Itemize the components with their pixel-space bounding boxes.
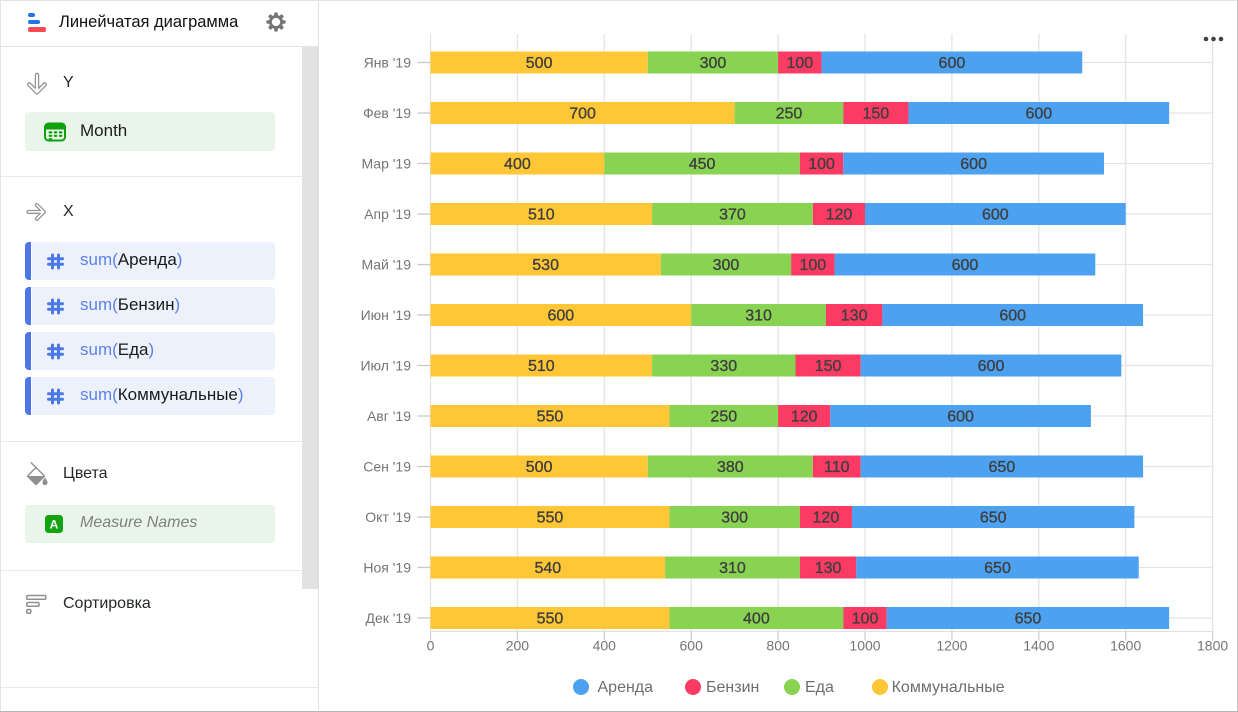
- svg-text:500: 500: [526, 459, 553, 476]
- svg-text:400: 400: [504, 156, 531, 173]
- svg-text:Апр '19: Апр '19: [364, 206, 411, 222]
- svg-text:1200: 1200: [936, 638, 967, 654]
- svg-text:Окт '19: Окт '19: [365, 509, 411, 525]
- svg-text:550: 550: [537, 611, 564, 628]
- svg-text:540: 540: [534, 560, 561, 577]
- svg-text:650: 650: [984, 560, 1011, 577]
- svg-text:600: 600: [999, 308, 1026, 325]
- svg-text:650: 650: [989, 459, 1016, 476]
- svg-text:310: 310: [719, 560, 746, 577]
- svg-text:130: 130: [841, 308, 868, 325]
- svg-text:Мар '19: Мар '19: [361, 156, 411, 172]
- svg-text:300: 300: [713, 257, 740, 274]
- svg-text:Дек '19: Дек '19: [365, 610, 411, 626]
- svg-text:250: 250: [710, 409, 737, 426]
- svg-text:120: 120: [813, 510, 840, 527]
- svg-text:Июн '19: Июн '19: [361, 307, 412, 323]
- svg-text:1000: 1000: [849, 638, 880, 654]
- svg-text:400: 400: [593, 638, 617, 654]
- svg-text:600: 600: [982, 207, 1009, 224]
- svg-text:450: 450: [689, 156, 716, 173]
- svg-text:310: 310: [745, 308, 772, 325]
- svg-text:130: 130: [815, 560, 842, 577]
- svg-text:1800: 1800: [1197, 638, 1228, 654]
- svg-text:600: 600: [547, 308, 574, 325]
- svg-text:Июл '19: Июл '19: [360, 358, 411, 374]
- svg-text:300: 300: [721, 510, 748, 527]
- svg-text:600: 600: [947, 409, 974, 426]
- svg-text:600: 600: [680, 638, 704, 654]
- svg-text:330: 330: [710, 358, 737, 375]
- svg-text:100: 100: [852, 611, 879, 628]
- svg-text:530: 530: [532, 257, 559, 274]
- svg-text:370: 370: [719, 207, 746, 224]
- svg-text:300: 300: [700, 55, 727, 72]
- svg-text:600: 600: [952, 257, 979, 274]
- svg-text:250: 250: [776, 106, 803, 123]
- svg-text:200: 200: [506, 638, 530, 654]
- svg-text:120: 120: [791, 409, 818, 426]
- svg-text:0: 0: [427, 638, 435, 654]
- svg-text:800: 800: [766, 638, 790, 654]
- svg-text:650: 650: [1015, 611, 1042, 628]
- svg-text:600: 600: [978, 358, 1005, 375]
- svg-text:380: 380: [717, 459, 744, 476]
- svg-text:600: 600: [939, 55, 966, 72]
- svg-text:650: 650: [980, 510, 1007, 527]
- svg-text:150: 150: [815, 358, 842, 375]
- svg-text:110: 110: [824, 459, 850, 476]
- svg-text:700: 700: [569, 106, 596, 123]
- svg-text:510: 510: [528, 207, 555, 224]
- svg-text:Авг '19: Авг '19: [367, 408, 411, 424]
- svg-text:Сен '19: Сен '19: [363, 459, 411, 475]
- svg-text:600: 600: [960, 156, 987, 173]
- svg-text:A: A: [50, 518, 59, 532]
- svg-text:600: 600: [1025, 106, 1052, 123]
- svg-text:120: 120: [826, 207, 853, 224]
- svg-text:100: 100: [808, 156, 835, 173]
- svg-text:1400: 1400: [1023, 638, 1054, 654]
- svg-text:550: 550: [537, 409, 564, 426]
- svg-text:100: 100: [800, 257, 827, 274]
- svg-text:Фев '19: Фев '19: [363, 105, 411, 121]
- svg-text:550: 550: [537, 510, 564, 527]
- svg-text:150: 150: [863, 106, 890, 123]
- svg-text:100: 100: [786, 55, 813, 72]
- svg-text:Ноя '19: Ноя '19: [363, 560, 411, 576]
- svg-text:1600: 1600: [1110, 638, 1141, 654]
- svg-text:Май '19: Май '19: [361, 257, 411, 273]
- svg-text:510: 510: [528, 358, 555, 375]
- svg-text:Янв '19: Янв '19: [364, 55, 412, 71]
- svg-text:400: 400: [743, 611, 770, 628]
- svg-text:500: 500: [526, 55, 553, 72]
